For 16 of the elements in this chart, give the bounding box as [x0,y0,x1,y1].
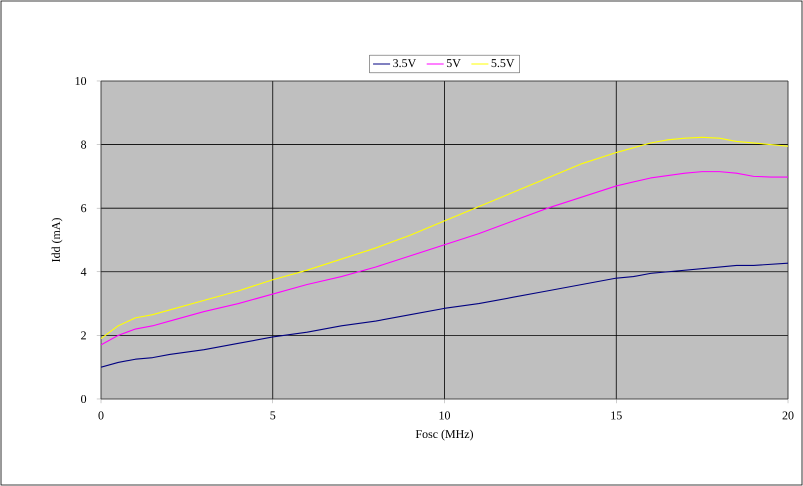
y-tick-label: 10 [76,76,86,86]
x-tick-label: 20 [782,411,794,420]
y-tick-label: 6 [81,204,86,212]
y-axis-title: Idd (mA) [52,218,62,262]
y-tick-label: 0 [81,394,86,404]
x-tick-label: 10 [440,411,450,420]
x-tick-label: 5 [270,411,276,420]
y-tick-label: 2 [81,331,86,340]
legend-label: 5.5V [492,59,514,68]
y-tick-label: 8 [81,140,86,149]
legend-label: 5V [446,59,461,68]
x-axis-title: Fosc (MHz) [416,430,474,440]
x-tick-label: 15 [611,411,622,420]
legend-label: 3.5V [393,59,416,68]
y-tick-label: 4 [80,268,86,276]
x-tick-label: 0 [98,411,104,420]
